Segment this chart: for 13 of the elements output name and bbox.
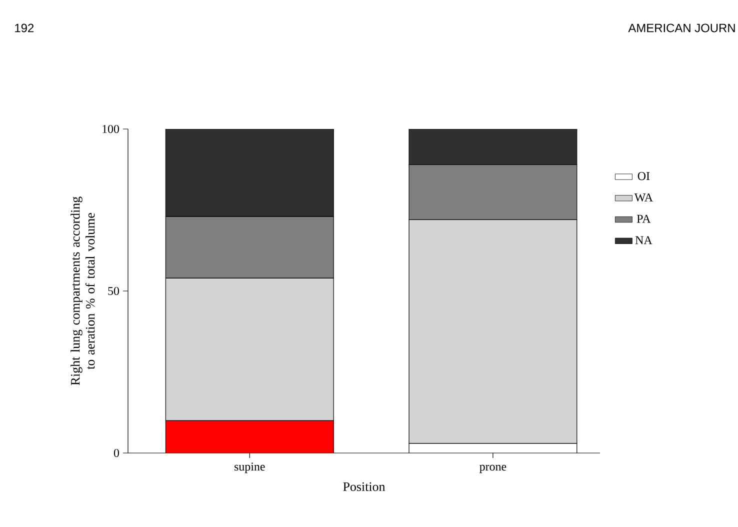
- legend-label: NA: [635, 236, 652, 244]
- x-axis-title: Position: [343, 482, 386, 492]
- y-tick-label: 0: [114, 448, 120, 458]
- legend-label: PA: [636, 214, 651, 223]
- y-tick-label: 50: [108, 286, 120, 296]
- y-axis-title: Right lung compartments according to aeration % of total volume: [70, 196, 95, 386]
- y-tick-label: 100: [102, 124, 120, 134]
- x-tick-label: prone: [480, 464, 506, 474]
- x-tick-label: supine: [234, 462, 265, 474]
- legend-label: WA: [634, 193, 653, 202]
- text: AMERICAN JOURN: [628, 24, 735, 32]
- legend-label: OI: [638, 172, 650, 180]
- text: 192: [15, 24, 34, 32]
